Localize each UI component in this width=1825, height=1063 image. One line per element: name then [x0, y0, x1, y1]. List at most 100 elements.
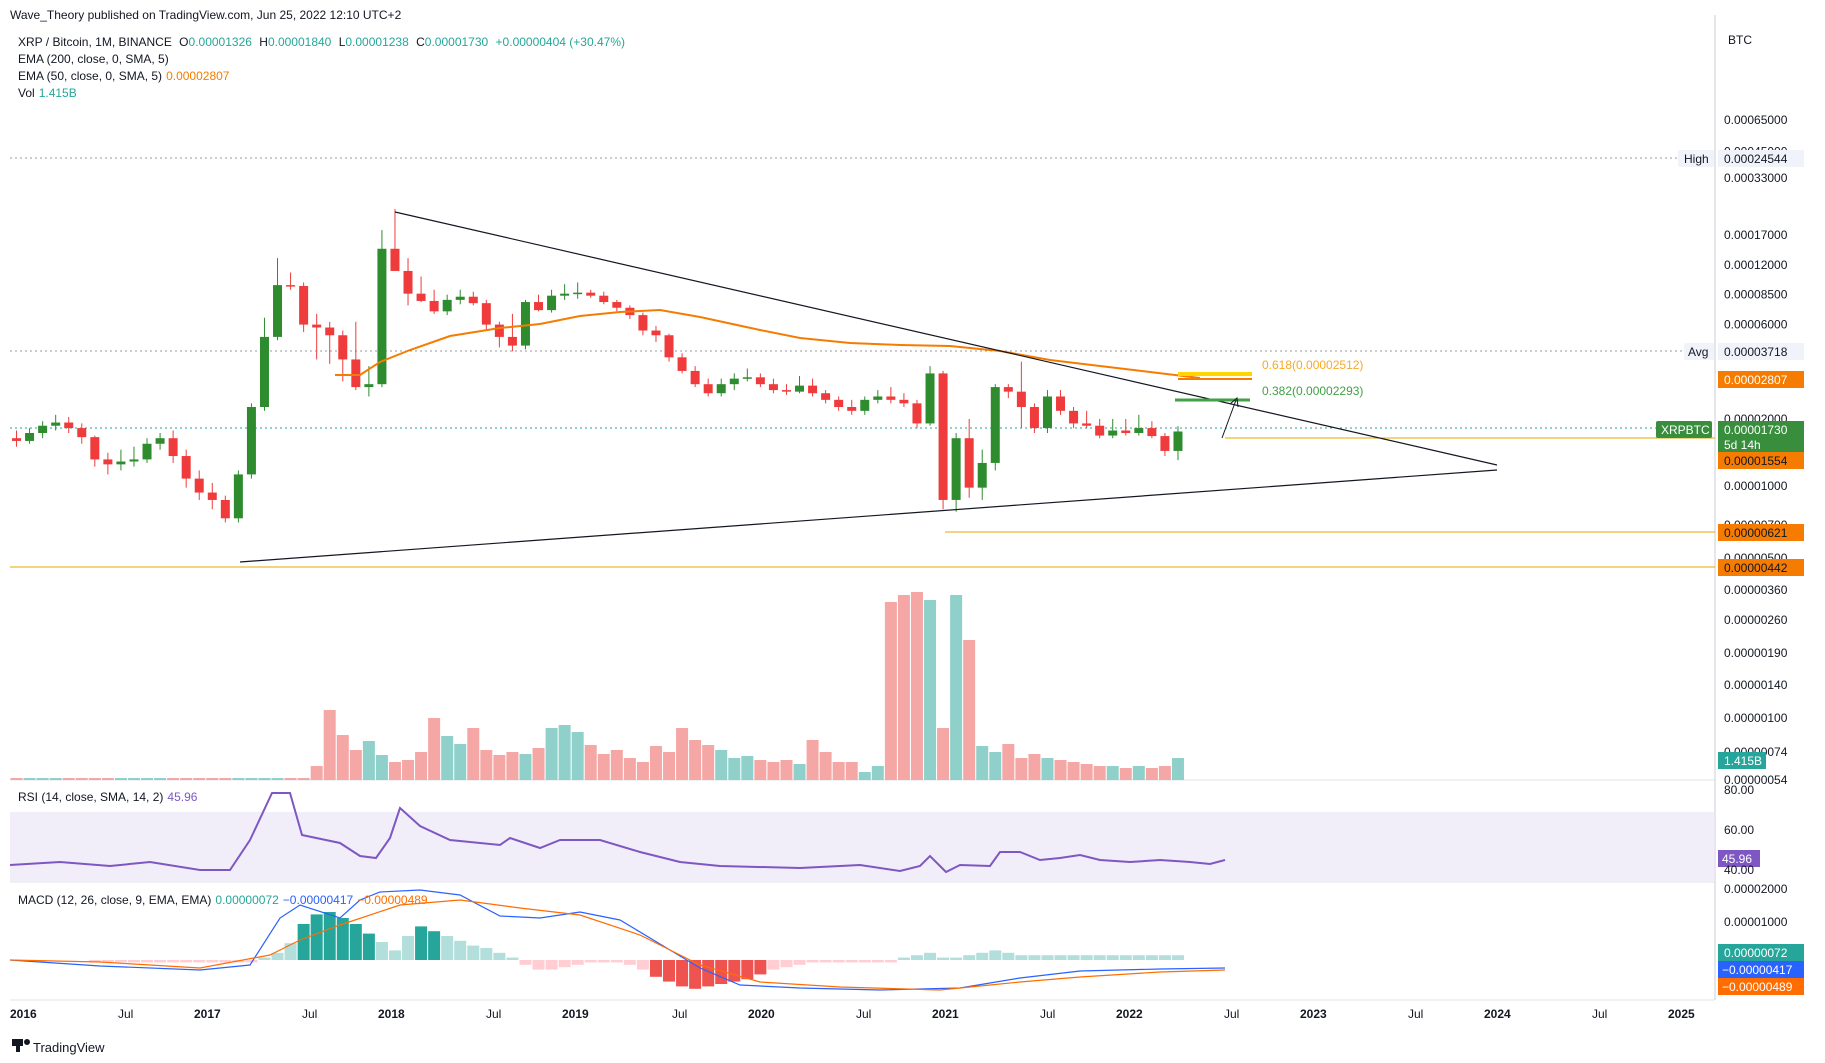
rsi-badge: 45.96 [1718, 850, 1760, 867]
time-tick-label: 2025 [1668, 1007, 1695, 1021]
symbol-name: XRP / Bitcoin, 1M, BINANCE [18, 35, 172, 49]
volume-bar [402, 760, 415, 780]
volume-bar [532, 748, 545, 780]
macd-hist-bar [1145, 955, 1158, 960]
svg-text:−0.00000417: −0.00000417 [1722, 963, 1793, 977]
symbol-legend[interactable]: XRP / Bitcoin, 1M, BINANCE O0.00001326 H… [18, 35, 629, 49]
volume-bar [884, 602, 897, 780]
o-value: 0.00001326 [188, 35, 252, 49]
candle-body [690, 370, 700, 385]
candle-body [990, 387, 1000, 463]
volume-bar [950, 595, 963, 780]
level-badge-3: 0.00000442 [1718, 559, 1804, 576]
candle-body [520, 302, 530, 346]
candle-body [834, 399, 844, 408]
price-tick-label: 0.00006000 [1724, 318, 1788, 332]
candle-body [560, 293, 570, 296]
avg-badge: Avg 0.00003718 [1684, 343, 1804, 360]
candle-body [442, 299, 452, 312]
candle-body [220, 499, 230, 519]
candle-body [1042, 396, 1052, 429]
macd-hist-bar [950, 957, 963, 960]
candle-body [1069, 410, 1079, 424]
candle-body [1134, 428, 1144, 433]
price-tick-label: 0.00033000 [1724, 171, 1788, 185]
ema50-legend[interactable]: EMA (50, close, 0, SMA, 5) 0.00002807 [18, 69, 233, 83]
macd-hist-bar [180, 960, 193, 963]
axis-unit: BTC [1728, 33, 1752, 47]
macd-hist-bar [493, 952, 506, 960]
macd-legend[interactable]: MACD (12, 26, close, 9, EMA, EMA) 0.00000… [18, 893, 432, 907]
svg-text:−0.00000489: −0.00000489 [1722, 980, 1793, 994]
volume-bar [232, 778, 245, 780]
footer-brand[interactable]: TradingView [33, 1040, 105, 1055]
macd-hist-bar [728, 960, 741, 982]
macd-hist-bar [858, 960, 871, 963]
candle-body [455, 296, 465, 300]
volume-bar [362, 741, 375, 780]
rsi-legend[interactable]: RSI (14, close, SMA, 14, 2) 45.96 [18, 790, 201, 804]
volume-bar [1106, 766, 1119, 780]
candle-body [351, 359, 361, 388]
time-tick-label: Jul [672, 1007, 687, 1021]
volume-bar [871, 766, 884, 780]
candle-body [599, 295, 609, 303]
ema200-label: EMA (200, close, 0, SMA, 5) [18, 52, 169, 66]
candle-body [1003, 387, 1013, 392]
candle-body [364, 384, 374, 388]
ema50-label: EMA (50, close, 0, SMA, 5) [18, 69, 163, 83]
volume-bar [636, 762, 649, 780]
macd-hist-bar [402, 936, 415, 960]
volume-bar [114, 778, 127, 780]
upper-trendline [394, 211, 1498, 466]
time-tick-label: 2016 [10, 1007, 37, 1021]
svg-text:45.96: 45.96 [1722, 852, 1752, 866]
candle-body [886, 396, 896, 400]
time-tick-label: Jul [118, 1007, 133, 1021]
macd-hist-bar [832, 960, 845, 963]
volume-bar [375, 755, 388, 780]
volume-bar [480, 750, 493, 780]
xrpbtc-badge: XRPBTC 0.00001730 5d 14h [1656, 421, 1804, 453]
volume-bar [310, 766, 323, 780]
time-tick-label: Jul [1040, 1007, 1055, 1021]
macd-hist-bar [623, 960, 636, 965]
macd-hist-bar [558, 960, 571, 968]
candle-body [142, 443, 152, 460]
volume-bar [793, 764, 806, 780]
level-badge-2: 0.00000621 [1718, 524, 1804, 541]
candle-body [286, 285, 296, 287]
volume-bar [219, 778, 232, 780]
candle-body [638, 315, 648, 331]
candle-body [207, 492, 217, 500]
macd-hist-bar [1067, 955, 1080, 960]
candle-body [847, 407, 857, 411]
macd-hist-bar [1158, 955, 1171, 960]
candle-body [808, 385, 818, 394]
volume-bar [167, 778, 180, 780]
time-tick-label: 2023 [1300, 1007, 1327, 1021]
svg-text:XRPBTC: XRPBTC [1661, 423, 1710, 437]
macd-hist-bar [963, 955, 976, 960]
macd-hist-bar [532, 960, 545, 970]
macd-hist-bar [245, 960, 258, 963]
macd-hist-bar [258, 957, 271, 960]
svg-text:5d 14h: 5d 14h [1724, 438, 1761, 452]
macd-hist-bar [506, 957, 519, 960]
price-tick-label: 0.00001000 [1724, 479, 1788, 493]
macd-hist-bar [1054, 955, 1067, 960]
volume-bar [10, 778, 23, 780]
candle-body [1173, 431, 1183, 451]
volume-bar [519, 754, 532, 780]
l-label: L [338, 35, 346, 49]
candle-body [246, 407, 256, 475]
candle-body [155, 438, 165, 444]
ema200-legend[interactable]: EMA (200, close, 0, SMA, 5) [18, 52, 173, 66]
volume-bar [858, 772, 871, 780]
macd-hist-bar [910, 955, 923, 960]
candle-body [38, 425, 48, 433]
svg-text:0.00000621: 0.00000621 [1724, 526, 1788, 540]
volume-bar [910, 592, 923, 780]
volume-legend[interactable]: Vol 1.415B [18, 86, 81, 100]
